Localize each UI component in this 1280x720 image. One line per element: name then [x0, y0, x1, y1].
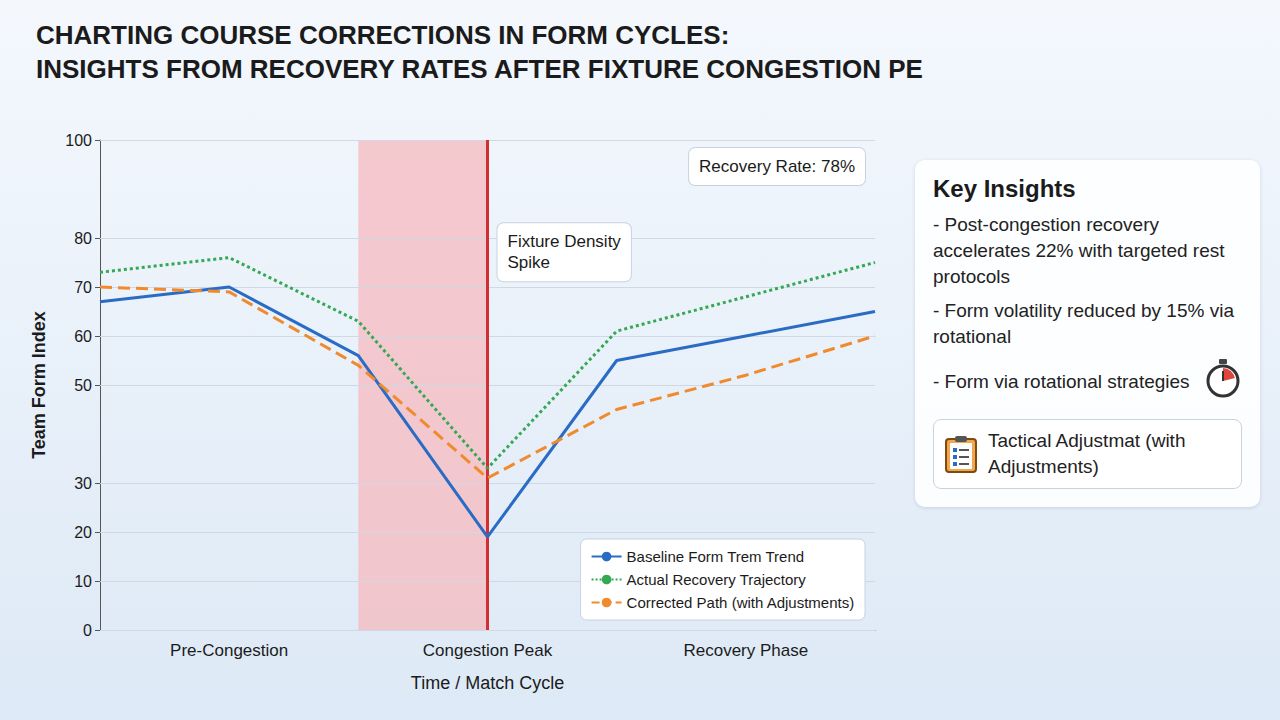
svg-text:10: 10: [74, 573, 92, 590]
html-text:CHARTING COURSE CORRECTIONS IN: CHARTING COURSE CORRECTIONS IN FORM CYCL…: [36, 20, 730, 50]
html-text:- Form volatility reduced by 1: - Form volatility reduced by 15% via rot…: [933, 300, 1234, 347]
svg-text:Pre-Congestion: Pre-Congestion: [170, 641, 288, 660]
svg-text:50: 50: [74, 377, 92, 394]
svg-text:60: 60: [74, 328, 92, 345]
svg-text:20: 20: [74, 524, 92, 541]
svg-text:Team Form Index: Team Form Index: [29, 311, 49, 459]
svg-text:Spike: Spike: [508, 253, 551, 272]
html-text:Key Insights: Key Insights: [933, 175, 1076, 202]
html-text:INSIGHTS FROM RECOVERY RATES A: INSIGHTS FROM RECOVERY RATES AFTER FIXTU…: [36, 54, 923, 84]
svg-text:Fixture Density: Fixture Density: [508, 232, 622, 251]
html-text:Tactical Adjustmat (with Adjus: Tactical Adjustmat (with Adjustments): [988, 430, 1186, 477]
svg-text:Recovery Phase: Recovery Phase: [683, 641, 808, 660]
svg-text:Actual Recovery Trajectory: Actual Recovery Trajectory: [627, 571, 807, 588]
svg-text:70: 70: [74, 279, 92, 296]
svg-text:Recovery Rate: 78%: Recovery Rate: 78%: [699, 157, 855, 176]
svg-text:30: 30: [74, 475, 92, 492]
html-text:- Form via rotational strategi: - Form via rotational strategies: [933, 370, 1190, 392]
svg-text:Congestion Peak: Congestion Peak: [423, 641, 553, 660]
svg-text:Corrected Path (with Adjustmen: Corrected Path (with Adjustments): [627, 594, 855, 611]
html-text:- Post-congestion recovery acc: - Post-congestion recovery accelerates 2…: [933, 214, 1225, 287]
svg-text:Baseline Form Trem Trend: Baseline Form Trem Trend: [627, 548, 805, 565]
svg-text:0: 0: [83, 622, 92, 639]
svg-text:100: 100: [65, 132, 92, 149]
svg-text:80: 80: [74, 230, 92, 247]
svg-text:Time / Match Cycle: Time / Match Cycle: [411, 673, 564, 693]
